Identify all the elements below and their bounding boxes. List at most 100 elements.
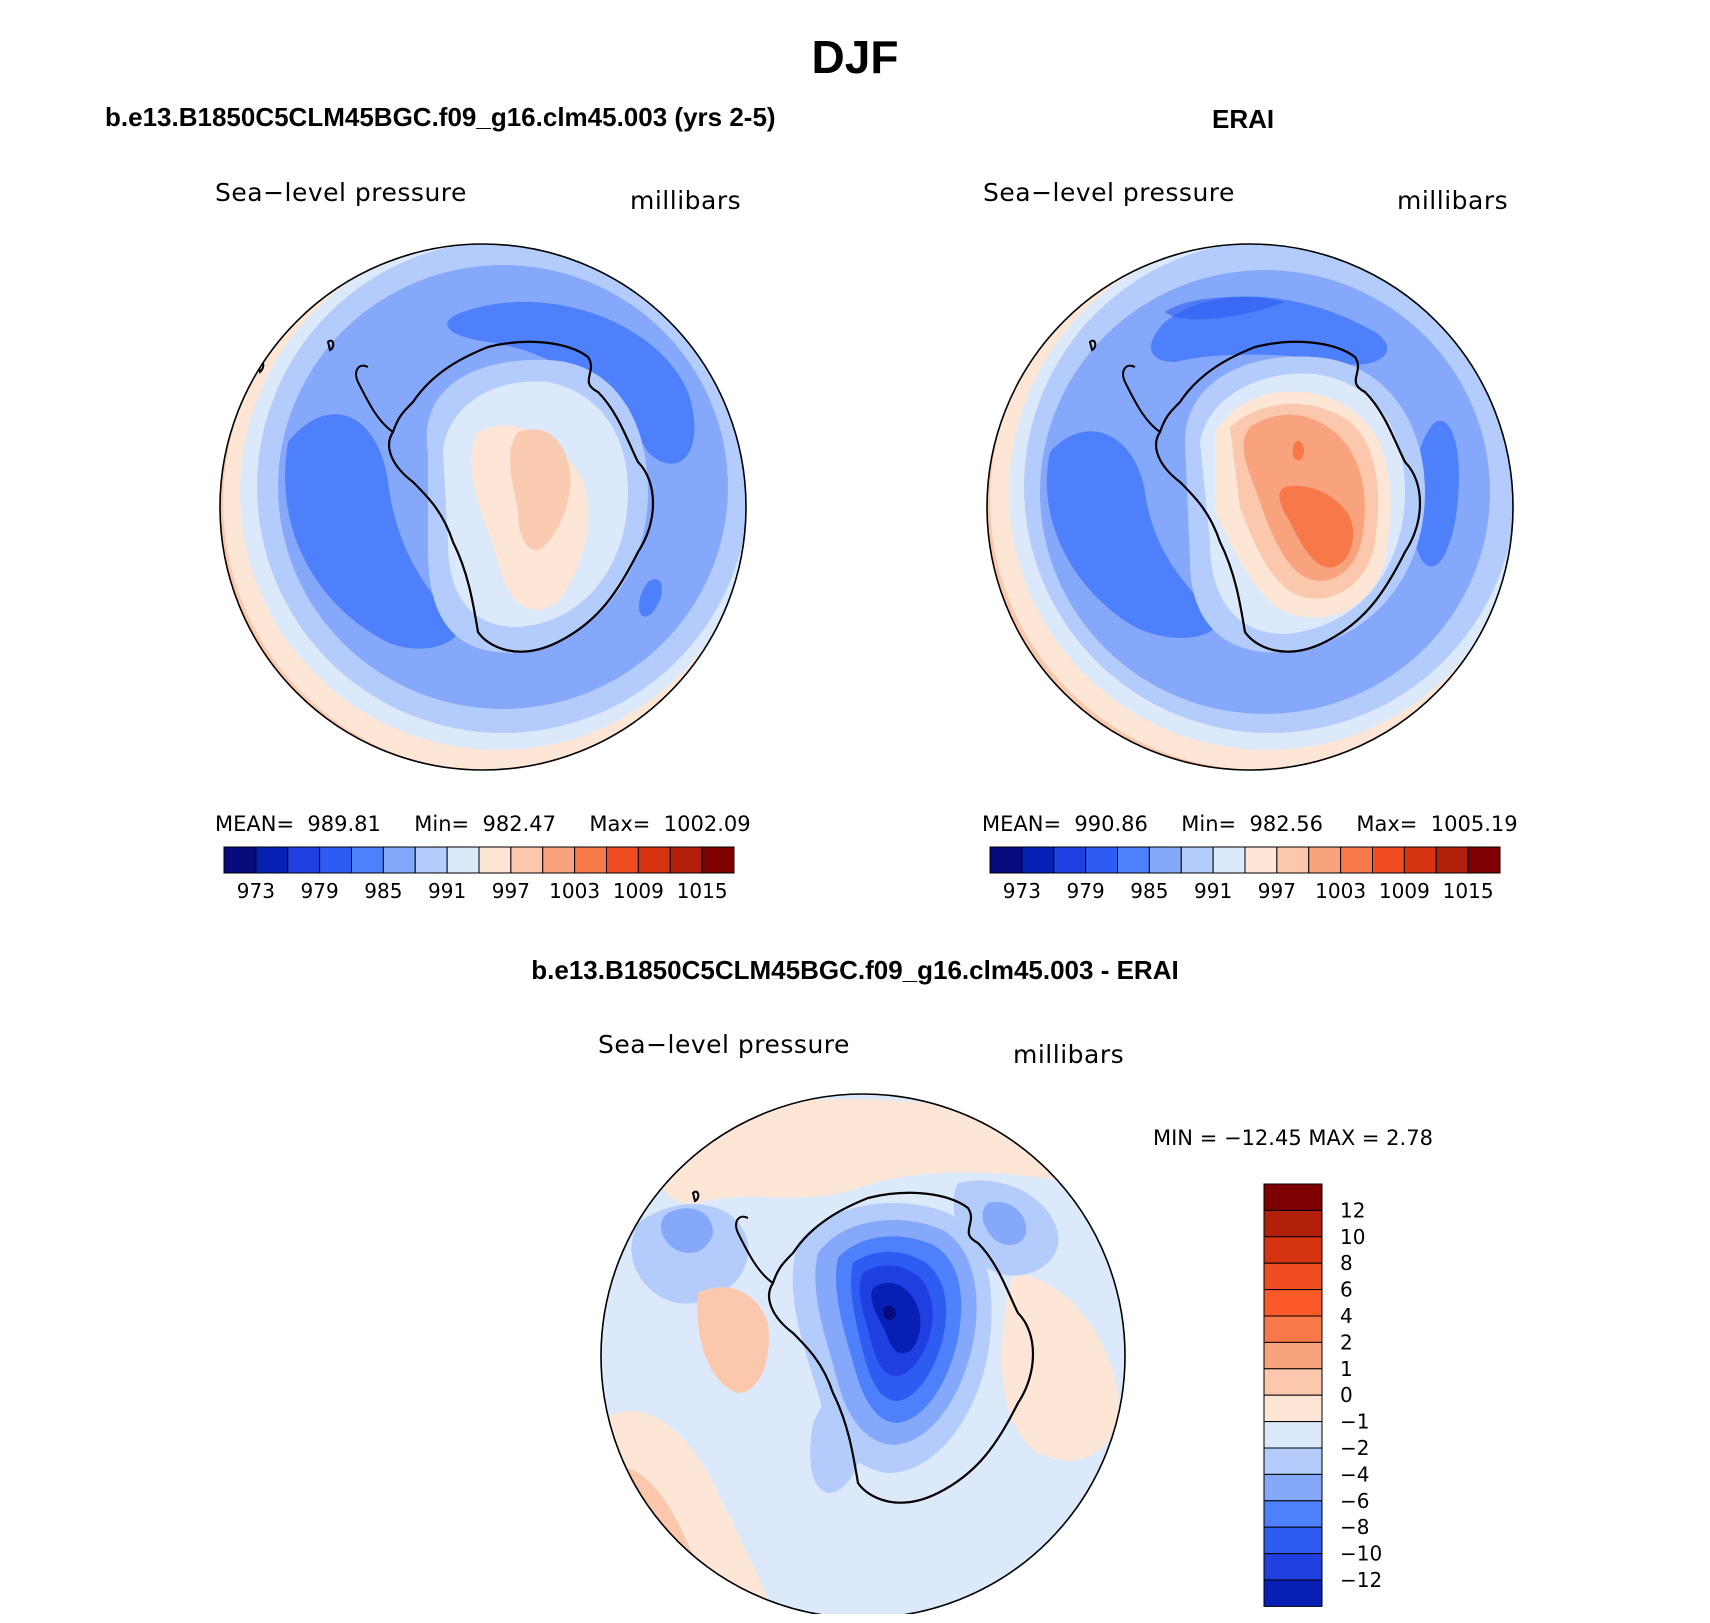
colorbar-box [989, 846, 1023, 874]
colorbar-tick-label: 8 [1340, 1251, 1353, 1275]
colorbar-box [287, 846, 321, 874]
colorbar-tick-label: −1 [1340, 1410, 1369, 1434]
colorbar-tick-label: −2 [1340, 1436, 1369, 1460]
colorbar-box [510, 846, 544, 874]
colorbar-box [637, 846, 671, 874]
panel-2-min-value: 982.56 [1249, 812, 1323, 836]
colorbar-box [1263, 1553, 1323, 1581]
colorbar-tick-label: 1009 [613, 879, 664, 903]
colorbar-tick-label: −8 [1340, 1515, 1369, 1539]
colorbar-tick-label: 979 [1067, 879, 1105, 903]
panel-2-min-label: Min= [1181, 812, 1237, 836]
colorbar-box [1021, 846, 1055, 874]
panel-1-map [218, 242, 748, 772]
panel-3-variable-label: Sea−level pressure [598, 1030, 850, 1059]
colorbar-tick-label: 991 [428, 879, 466, 903]
panel-1-map-svg [219, 243, 747, 771]
panel-1-stats: MEAN= 989.81 Min= 982.47 Max= 1002.09 [215, 812, 751, 836]
panel-2-title: ERAI [1212, 104, 1275, 134]
colorbar-tick-label: 2 [1340, 1330, 1353, 1354]
panel-3-units-label: millibars [1013, 1040, 1125, 1069]
panel-2-stats: MEAN= 990.86 Min= 982.56 Max= 1005.19 [982, 812, 1518, 836]
colorbar-tick-label: 973 [237, 879, 275, 903]
colorbar-box [1263, 1447, 1323, 1475]
colorbar-box [1263, 1421, 1323, 1449]
colorbar-box [1263, 1579, 1323, 1607]
colorbar-box [1263, 1289, 1323, 1317]
colorbar-tick-label: −6 [1340, 1489, 1369, 1513]
colorbar-tick-label: 12 [1340, 1198, 1365, 1222]
colorbar-box [1263, 1473, 1323, 1502]
panel-1-min-label: Min= [414, 812, 470, 836]
colorbar-box [223, 846, 257, 874]
colorbar-box [1085, 846, 1118, 874]
colorbar-box [1435, 846, 1469, 874]
colorbar-tick-label: 997 [492, 879, 530, 903]
colorbar-tick-label: 10 [1340, 1225, 1365, 1249]
colorbar-tick-label: 0 [1340, 1383, 1353, 1407]
colorbar-box [669, 846, 703, 874]
panel-2-mean-label: MEAN= [982, 812, 1062, 836]
figure-title: DJF [811, 31, 899, 83]
panel-2-max-label: Max= [1356, 812, 1418, 836]
colorbar-tick-label: 1 [1340, 1357, 1353, 1381]
colorbar-box [574, 846, 607, 874]
colorbar-box [1263, 1209, 1323, 1238]
panel-2-max-value: 1005.19 [1430, 812, 1518, 836]
colorbar-box [1053, 846, 1087, 874]
colorbar-box [1372, 846, 1405, 874]
colorbar-tick-label: 1015 [677, 879, 728, 903]
colorbar-box [319, 846, 352, 874]
colorbar-tick-label: 1003 [1315, 879, 1366, 903]
colorbar-tick-label: 985 [364, 879, 402, 903]
colorbar-box [1340, 846, 1373, 874]
panel-3-stats: MIN = −12.45 MAX = 2.78 [1153, 1126, 1433, 1150]
colorbar-box [1180, 846, 1214, 874]
colorbar-box [351, 846, 384, 874]
panel-1-title: b.e13.B1850C5CLM45BGC.f09_g16.clm45.003 … [105, 102, 776, 132]
colorbar-tick-label: 973 [1003, 879, 1041, 903]
colorbar-box [1117, 846, 1150, 874]
colorbar-tick-label: 1009 [1379, 879, 1430, 903]
colorbar-box [1263, 1315, 1323, 1343]
colorbar-box [1276, 846, 1310, 874]
colorbar-tick-label: 4 [1340, 1304, 1353, 1328]
colorbar-box [1263, 1262, 1323, 1291]
colorbar-tick-label: −12 [1340, 1568, 1382, 1592]
colorbar-box [701, 846, 735, 874]
colorbar-tick-label: −4 [1340, 1462, 1369, 1486]
panel-2-colorbar: 973 979 985 991 997 1003 1009 1015 [989, 846, 1501, 903]
colorbar-box [446, 846, 480, 874]
colorbar-box [382, 846, 416, 874]
colorbar-box [1263, 1368, 1323, 1396]
panel-2-map [985, 242, 1515, 772]
colorbar-box [1403, 846, 1437, 874]
colorbar-box [1244, 846, 1278, 874]
colorbar-box [478, 846, 512, 874]
colorbar-box [1263, 1183, 1323, 1211]
colorbar-tick-label: 997 [1258, 879, 1296, 903]
colorbar-tick-label: 1003 [549, 879, 600, 903]
panel-3-map-svg [600, 1093, 1126, 1619]
colorbar-tick-label: −10 [1340, 1542, 1382, 1566]
colorbar-tick-label: 979 [301, 879, 339, 903]
panel-1-variable-label: Sea−level pressure [215, 178, 467, 207]
panel-1-mean-value: 989.81 [307, 812, 381, 836]
panel-3-map [598, 1093, 1128, 1623]
colorbar-box [1467, 846, 1501, 874]
panel-2-units-label: millibars [1397, 186, 1509, 215]
panel-2-variable-label: Sea−level pressure [983, 178, 1235, 207]
colorbar-tick-label: 6 [1340, 1278, 1353, 1302]
panel-1-colorbar: 973 979 985 991 997 1003 1009 1015 [223, 846, 735, 903]
colorbar-box [414, 846, 448, 874]
colorbar-box [1263, 1236, 1323, 1264]
panel-1-max-label: Max= [589, 812, 651, 836]
panel-1-units-label: millibars [630, 186, 742, 215]
colorbar-box [1148, 846, 1182, 874]
panel-3-title: b.e13.B1850C5CLM45BGC.f09_g16.clm45.003 … [531, 955, 1179, 985]
colorbar-tick-label: 1015 [1443, 879, 1494, 903]
panel-1-max-value: 1002.09 [663, 812, 751, 836]
colorbar-box [255, 846, 289, 874]
colorbar-box [1263, 1341, 1323, 1370]
